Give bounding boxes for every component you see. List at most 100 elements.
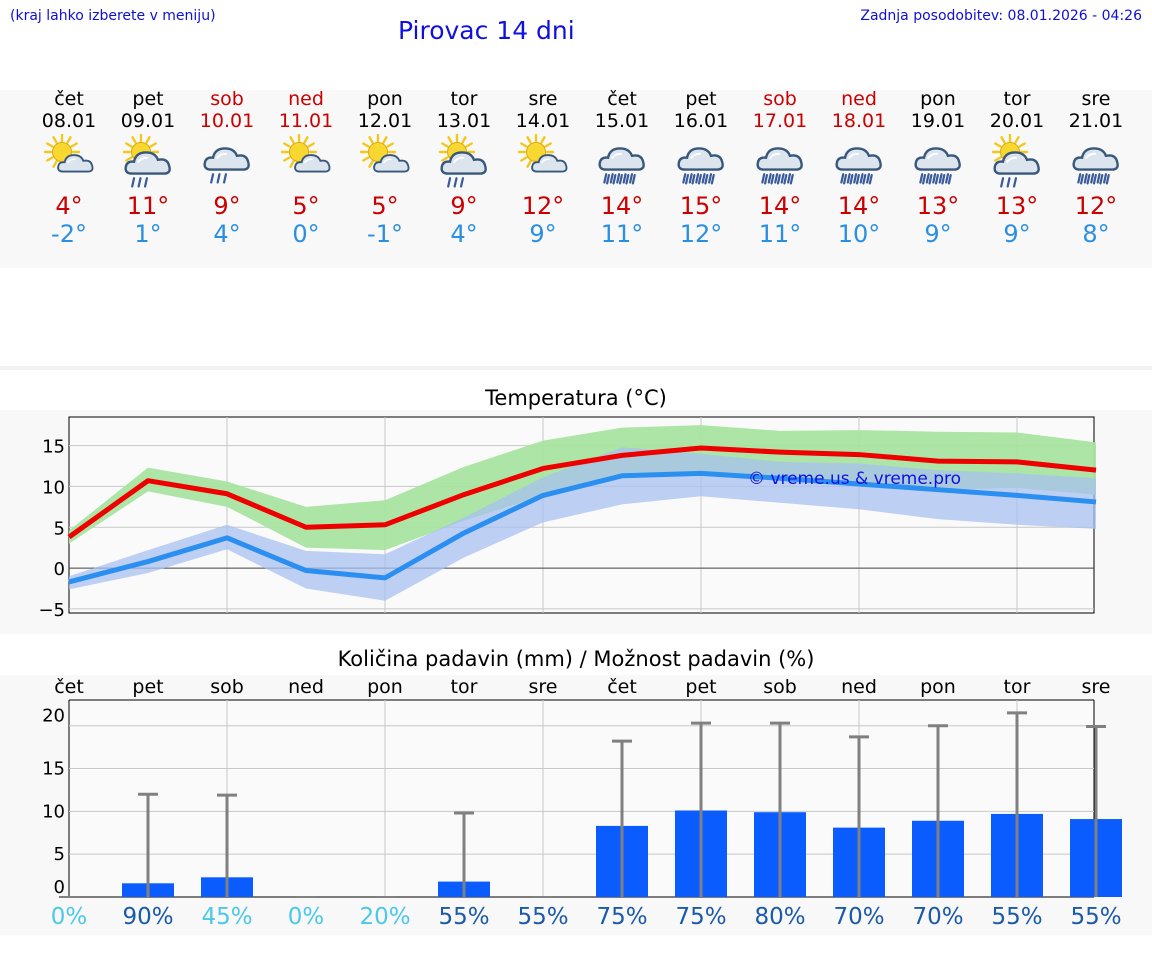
day-name: tor	[1003, 88, 1031, 110]
max-temperature: 15°	[679, 192, 723, 220]
precip-probability: 70%	[833, 904, 885, 930]
x-category-label: ned	[841, 676, 877, 698]
day-column: ned 18.01 14° 10°	[819, 88, 899, 248]
y-tick-label: 15	[42, 437, 65, 458]
min-temperature: -1°	[367, 220, 403, 248]
sun-cloud-rain-icon	[977, 132, 1057, 192]
temperature-chart-title: Temperatura (°C)	[485, 386, 667, 410]
y-tick-label: 0	[54, 877, 65, 898]
day-date: 09.01	[120, 110, 176, 132]
x-category-label: sob	[210, 676, 244, 698]
max-temperature: 11°	[126, 192, 170, 220]
day-name: ned	[288, 88, 324, 110]
max-temperature: 14°	[600, 192, 644, 220]
min-temperature: 11°	[758, 220, 802, 248]
day-date: 15.01	[594, 110, 650, 132]
precip-probability: 0%	[287, 904, 325, 930]
y-tick-label: 20	[42, 706, 65, 727]
day-column: tor 20.01 13° 9°	[977, 88, 1057, 248]
day-name: sre	[528, 88, 558, 110]
cloud-heavy-rain-icon	[819, 132, 899, 192]
y-tick-label: 15	[42, 759, 65, 780]
sun-cloud-icon	[503, 132, 583, 192]
min-range-band	[69, 447, 1096, 601]
precip-probability: 55%	[1070, 904, 1122, 930]
day-date: 19.01	[910, 110, 966, 132]
x-category-label: pet	[685, 676, 716, 698]
precip-probability: 55%	[991, 904, 1043, 930]
menu-hint: (kraj lahko izberete v meniju)	[10, 8, 216, 24]
max-temperature: 12°	[521, 192, 565, 220]
day-name: čet	[607, 88, 637, 110]
min-temperature: 0°	[292, 220, 320, 248]
day-date: 08.01	[41, 110, 97, 132]
sun-cloud-icon	[266, 132, 346, 192]
max-temperature: 13°	[995, 192, 1039, 220]
day-date: 18.01	[831, 110, 887, 132]
precip-probability: 90%	[122, 904, 174, 930]
min-temperature: 11°	[600, 220, 644, 248]
precip-probability: 20%	[359, 904, 411, 930]
max-temperature: 5°	[292, 192, 320, 220]
min-temperature: 12°	[679, 220, 723, 248]
day-date: 12.01	[357, 110, 413, 132]
x-category-label: tor	[1004, 676, 1031, 698]
watermark: © vreme.us & vreme.pro	[748, 469, 961, 489]
min-temperature: 10°	[837, 220, 881, 248]
min-temperature: 4°	[213, 220, 241, 248]
cloud-heavy-rain-icon	[1056, 132, 1136, 192]
daily-forecast: čet 08.01 4° -2° pet 09.01 11° 1° sob 10.01 9° 4° ne…	[0, 88, 1152, 258]
precip-chart: čet pet sob ned pon tor sre čet pet sob ned pon tor s…	[42, 676, 1122, 898]
day-column: tor 13.01 9° 4°	[424, 88, 504, 248]
max-temperature: 13°	[916, 192, 960, 220]
day-name: čet	[54, 88, 84, 110]
max-temperature: 9°	[213, 192, 241, 220]
precip-probability: 75%	[596, 904, 648, 930]
day-name: tor	[450, 88, 478, 110]
cloud-heavy-rain-icon	[661, 132, 741, 192]
precip-probability: 80%	[754, 904, 806, 930]
day-column: pon 12.01 5° -1°	[345, 88, 425, 248]
day-column: pon 19.01 13° 9°	[898, 88, 978, 248]
sun-cloud-icon	[345, 132, 425, 192]
last-updated: Zadnja posodobitev: 08.01.2026 - 04:26	[860, 8, 1142, 24]
x-category-label: pet	[132, 676, 163, 698]
min-temperature: 9°	[924, 220, 952, 248]
day-column: sob 17.01 14° 11°	[740, 88, 820, 248]
day-date: 11.01	[278, 110, 334, 132]
min-temperature: -2°	[51, 220, 87, 248]
cloud-heavy-rain-icon	[740, 132, 820, 192]
min-temperature-line	[68, 470, 1097, 585]
min-temperature: 8°	[1082, 220, 1110, 248]
day-date: 16.01	[673, 110, 729, 132]
cloud-rain-icon	[187, 132, 267, 192]
max-temperature-line	[67, 445, 1097, 540]
cloud-heavy-rain-icon	[582, 132, 662, 192]
x-category-label: pon	[367, 676, 403, 698]
precip-probability: 45%	[201, 904, 253, 930]
precip-probability: 55%	[517, 904, 569, 930]
x-category-label: pon	[920, 676, 956, 698]
day-name: ned	[841, 88, 877, 110]
x-category-label: ned	[288, 676, 324, 698]
max-temperature: 14°	[758, 192, 802, 220]
day-name: sob	[210, 88, 244, 110]
precip-probability: 55%	[438, 904, 490, 930]
max-temperature: 4°	[55, 192, 83, 220]
day-date: 17.01	[752, 110, 808, 132]
max-temperature: 5°	[371, 192, 399, 220]
day-column: čet 08.01 4° -2°	[29, 88, 109, 248]
x-category-label: tor	[451, 676, 478, 698]
max-temperature: 14°	[837, 192, 881, 220]
precip-probability: 75%	[675, 904, 727, 930]
day-column: čet 15.01 14° 11°	[582, 88, 662, 248]
cloud-heavy-rain-icon	[898, 132, 978, 192]
min-temperature: 9°	[1003, 220, 1031, 248]
sun-cloud-rain-icon	[424, 132, 504, 192]
day-name: pon	[367, 88, 403, 110]
y-tick-label: 10	[42, 477, 65, 498]
day-column: sob 10.01 9° 4°	[187, 88, 267, 248]
day-column: ned 11.01 5° 0°	[266, 88, 346, 248]
day-column: sre 14.01 12° 9°	[503, 88, 583, 248]
sun-cloud-rain-icon	[108, 132, 188, 192]
